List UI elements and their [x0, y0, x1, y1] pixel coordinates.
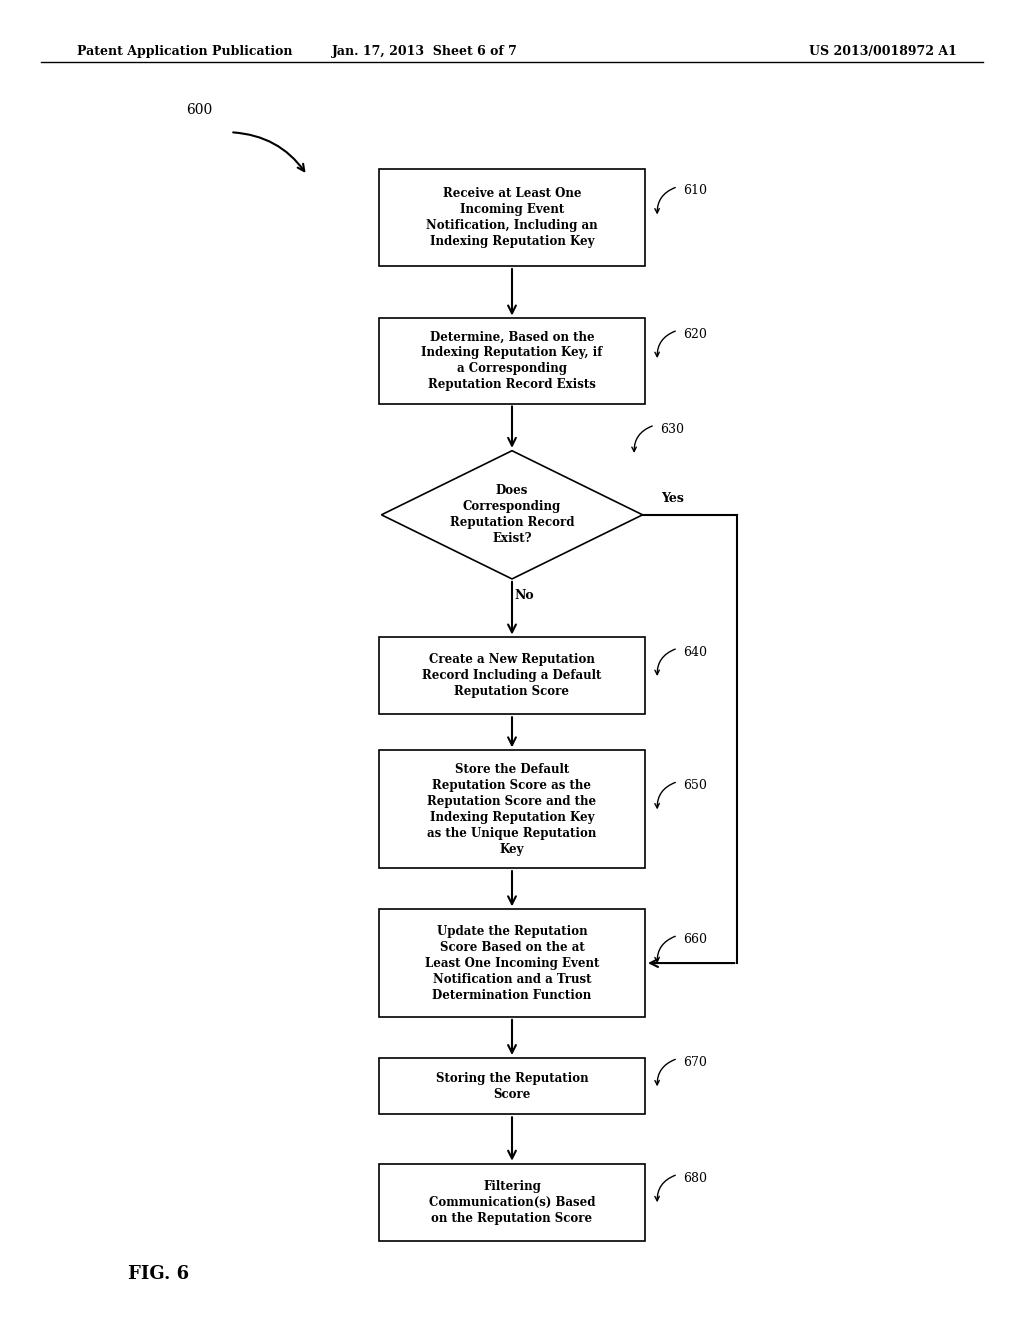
- Text: Yes: Yes: [662, 491, 684, 504]
- Text: Patent Application Publication: Patent Application Publication: [77, 45, 292, 58]
- FancyBboxPatch shape: [379, 638, 645, 714]
- Text: 670: 670: [683, 1056, 707, 1069]
- Text: 620: 620: [683, 327, 707, 341]
- Text: Update the Reputation
Score Based on the at
Least One Incoming Event
Notificatio: Update the Reputation Score Based on the…: [425, 924, 599, 1002]
- Text: Jan. 17, 2013  Sheet 6 of 7: Jan. 17, 2013 Sheet 6 of 7: [332, 45, 518, 58]
- Text: FIG. 6: FIG. 6: [128, 1265, 189, 1283]
- FancyBboxPatch shape: [379, 1057, 645, 1114]
- FancyBboxPatch shape: [379, 750, 645, 869]
- Text: 630: 630: [659, 422, 684, 436]
- Text: 660: 660: [683, 933, 707, 946]
- Text: Receive at Least One
Incoming Event
Notification, Including an
Indexing Reputati: Receive at Least One Incoming Event Noti…: [426, 187, 598, 248]
- Text: 640: 640: [683, 645, 707, 659]
- Text: Filtering
Communication(s) Based
on the Reputation Score: Filtering Communication(s) Based on the …: [429, 1180, 595, 1225]
- Text: 650: 650: [683, 779, 707, 792]
- Text: 600: 600: [186, 103, 213, 116]
- FancyBboxPatch shape: [379, 318, 645, 404]
- Text: No: No: [514, 589, 535, 602]
- Text: Does
Corresponding
Reputation Record
Exist?: Does Corresponding Reputation Record Exi…: [450, 484, 574, 545]
- Text: US 2013/0018972 A1: US 2013/0018972 A1: [809, 45, 956, 58]
- Text: Create a New Reputation
Record Including a Default
Reputation Score: Create a New Reputation Record Including…: [422, 653, 602, 698]
- Polygon shape: [381, 450, 643, 579]
- Text: Determine, Based on the
Indexing Reputation Key, if
a Corresponding
Reputation R: Determine, Based on the Indexing Reputat…: [421, 330, 603, 392]
- FancyBboxPatch shape: [379, 169, 645, 267]
- FancyBboxPatch shape: [379, 1164, 645, 1241]
- Text: 610: 610: [683, 185, 707, 197]
- Text: Store the Default
Reputation Score as the
Reputation Score and the
Indexing Repu: Store the Default Reputation Score as th…: [427, 763, 597, 855]
- FancyBboxPatch shape: [379, 909, 645, 1016]
- Text: 680: 680: [683, 1172, 707, 1185]
- Text: Storing the Reputation
Score: Storing the Reputation Score: [435, 1072, 589, 1101]
